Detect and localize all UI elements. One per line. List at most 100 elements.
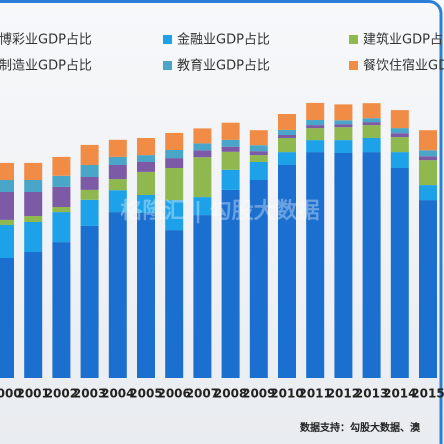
bar-segment bbox=[419, 150, 437, 157]
bar-segment bbox=[80, 177, 99, 190]
bar-segment bbox=[221, 169, 240, 190]
bar-segment bbox=[0, 219, 14, 225]
bar-segment bbox=[108, 179, 127, 191]
bar-segment bbox=[0, 162, 14, 180]
bar-segment bbox=[24, 180, 43, 192]
bar-segment bbox=[390, 110, 409, 129]
x-tick-label: 2012 bbox=[327, 387, 360, 401]
bar-segment bbox=[52, 175, 71, 187]
bar-segment bbox=[306, 128, 325, 141]
bar-segment bbox=[249, 130, 268, 146]
bar-segment bbox=[80, 144, 99, 165]
legend-label: 餐饮住宿业GDP占比 bbox=[363, 58, 444, 74]
bar-segment bbox=[165, 168, 184, 201]
x-tick-label: 2009 bbox=[242, 387, 275, 401]
bar-segment bbox=[52, 207, 71, 213]
legend-swatch bbox=[349, 35, 358, 44]
bar-segment bbox=[306, 152, 325, 378]
bar-segment bbox=[419, 200, 437, 378]
bar-segment bbox=[221, 139, 240, 147]
bar-segment bbox=[362, 152, 381, 378]
bar-segment bbox=[165, 158, 184, 168]
bar-segment bbox=[80, 165, 99, 177]
x-tick-label: 2005 bbox=[129, 387, 162, 401]
x-tick-label: 2015 bbox=[411, 387, 444, 401]
bar-segment bbox=[80, 189, 99, 200]
bar-segment bbox=[108, 212, 127, 378]
bar-segment bbox=[390, 128, 409, 134]
x-tick-label: 2010 bbox=[270, 387, 303, 401]
bar-segment bbox=[80, 225, 99, 378]
bar-segment bbox=[193, 157, 212, 198]
bar-segment bbox=[24, 252, 43, 378]
bar-segment bbox=[24, 192, 43, 216]
bar-segment bbox=[137, 155, 155, 162]
bar-segment bbox=[334, 153, 353, 378]
bar-segment bbox=[137, 171, 155, 195]
bar-segment bbox=[362, 122, 381, 126]
bar-segment bbox=[419, 156, 437, 161]
bar-segment bbox=[0, 192, 14, 220]
x-tick-label: 2001 bbox=[16, 387, 49, 401]
bar-segment bbox=[0, 258, 14, 378]
watermark: 格隆汇 | 勾股大数据 bbox=[120, 198, 319, 224]
bar-segment bbox=[137, 162, 155, 172]
bar-segment bbox=[362, 118, 381, 123]
bar-segment bbox=[249, 145, 268, 152]
bar-segment bbox=[80, 199, 99, 226]
bar-segment bbox=[249, 155, 268, 162]
bar-segment bbox=[334, 104, 353, 121]
bar-segment bbox=[221, 146, 240, 152]
bar-segment bbox=[24, 162, 43, 180]
x-tick-label: 2013 bbox=[355, 387, 388, 401]
bar-segment bbox=[52, 242, 71, 378]
bar-segment bbox=[52, 186, 71, 207]
x-tick-label: 2008 bbox=[214, 387, 247, 401]
bar-segment bbox=[52, 212, 71, 243]
bar-segment bbox=[334, 127, 353, 141]
bar-segment bbox=[306, 120, 325, 126]
bar-segment bbox=[362, 103, 381, 119]
bar-segment bbox=[165, 200, 184, 231]
legend-swatch bbox=[349, 61, 358, 70]
legend-swatch bbox=[163, 35, 172, 44]
bar-segment bbox=[193, 150, 212, 158]
bar-segment bbox=[24, 222, 43, 252]
legend-label: 建筑业GDP占比 bbox=[363, 32, 444, 48]
bar-segment bbox=[249, 180, 268, 378]
bar-segment bbox=[193, 215, 212, 378]
bar-segment bbox=[334, 120, 353, 125]
x-tick-label: 2000 bbox=[0, 387, 22, 401]
bar-segment bbox=[0, 180, 14, 192]
bar-segment bbox=[165, 230, 184, 378]
x-tick-label: 2007 bbox=[186, 387, 219, 401]
bar-segment bbox=[390, 137, 409, 153]
bar-segment bbox=[137, 195, 155, 213]
bar-segment bbox=[165, 150, 184, 159]
bar-segment bbox=[362, 125, 381, 138]
bar-segment bbox=[334, 124, 353, 128]
bar-segment bbox=[52, 156, 71, 176]
x-tick-label: 2011 bbox=[298, 387, 331, 401]
bar-segment bbox=[390, 168, 409, 378]
bar-segment bbox=[249, 162, 268, 180]
x-tick-label: 2004 bbox=[101, 387, 134, 401]
bar-segment bbox=[193, 143, 212, 151]
bar-segment bbox=[362, 138, 381, 153]
bar-segment bbox=[306, 140, 325, 153]
bar-segment bbox=[419, 185, 437, 201]
bar-segment bbox=[0, 225, 14, 258]
bar-segment bbox=[221, 122, 240, 140]
x-tick-label: 2014 bbox=[383, 387, 416, 401]
legend-swatch bbox=[163, 61, 172, 70]
legend-label: 博彩业GDP占比 bbox=[0, 33, 92, 48]
x-tick-label: 2002 bbox=[45, 387, 78, 401]
bar-segment bbox=[278, 129, 296, 135]
bar-segment bbox=[390, 152, 409, 168]
bar-segment bbox=[278, 165, 296, 378]
bar-segment bbox=[334, 140, 353, 153]
bar-segment bbox=[165, 132, 184, 150]
legend-label: 制造业GDP占比 bbox=[0, 59, 92, 74]
bar-segment bbox=[278, 135, 296, 138]
